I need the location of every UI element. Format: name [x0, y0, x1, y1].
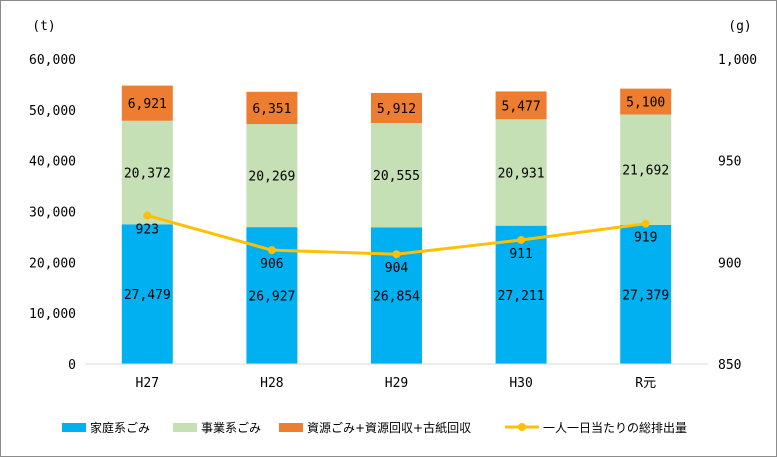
line-label-1: 906	[260, 257, 283, 272]
bar-0-4	[620, 224, 672, 364]
y-left-tick-4: 40,000	[29, 155, 76, 170]
y-left-unit: (t)	[32, 19, 55, 34]
y-right-tick-2: 950	[718, 155, 741, 170]
line-point-0	[143, 211, 152, 220]
bar-label-2-2: 5,912	[377, 102, 416, 117]
bar-2-1	[246, 91, 298, 125]
bar-1-0	[121, 120, 173, 225]
legend-label-3: 一人一日当たりの総排出量	[543, 421, 687, 435]
y-left-tick-5: 50,000	[29, 104, 76, 119]
legend-label-1: 事業系ごみ	[201, 420, 261, 435]
bar-1-1	[246, 124, 298, 228]
y-right-tick-3: 1,000	[718, 53, 757, 68]
legend-line-marker	[518, 423, 526, 431]
x-tick-3: H30	[509, 376, 532, 391]
x-tick-0: H27	[136, 376, 159, 391]
y-left-tick-2: 20,000	[29, 256, 76, 271]
legend-swatch-1	[173, 423, 197, 432]
line-label-0: 923	[136, 223, 159, 238]
legend-swatch-2	[279, 423, 303, 432]
labels-layer: 27,479 20,372 6,921 26,927 20,269 6,351 26,854…	[124, 96, 669, 305]
bar-1-4	[620, 114, 672, 225]
axes-layer: 0 10,000 20,000 30,000 40,000 50,000 60,000 850…	[29, 19, 757, 391]
line-layer	[143, 211, 650, 259]
y-left-tick-0: 0	[68, 358, 76, 373]
y-left-tick-6: 60,000	[29, 53, 76, 68]
line-point-2	[392, 250, 401, 259]
y-left-tick-1: 10,000	[29, 307, 76, 322]
bar-label-2-1: 6,351	[252, 102, 291, 117]
bar-label-2-0: 6,921	[128, 97, 167, 112]
y-right-tick-1: 900	[718, 256, 741, 271]
bar-label-1-3: 20,931	[498, 166, 545, 181]
bar-label-1-4: 21,692	[622, 164, 669, 179]
legend-label-2: 資源ごみ+資源回収+古紙回収	[307, 420, 471, 435]
bar-label-2-4: 5,100	[626, 96, 665, 111]
bar-1-2	[371, 123, 422, 228]
bars-layer	[121, 85, 672, 364]
bar-1-3	[495, 119, 547, 226]
bar-label-0-4: 27,379	[622, 288, 669, 303]
line-label-4: 919	[634, 231, 657, 246]
bar-2-4	[620, 88, 672, 115]
bar-label-0-3: 27,211	[498, 289, 545, 304]
y-right-tick-0: 850	[718, 358, 741, 373]
bar-label-0-0: 27,479	[124, 288, 171, 303]
bar-2-0	[121, 85, 173, 121]
bar-label-2-3: 5,477	[502, 99, 541, 114]
bar-label-0-1: 26,927	[248, 290, 295, 305]
bar-0-3	[495, 225, 547, 364]
bar-label-1-1: 20,269	[248, 170, 295, 185]
x-tick-1: H28	[260, 376, 283, 391]
line-point-1	[267, 246, 276, 255]
line-point-3	[517, 235, 526, 244]
line-label-2: 904	[385, 261, 409, 276]
line-point-4	[641, 219, 650, 228]
y-left-tick-3: 30,000	[29, 206, 76, 221]
bar-0-0	[121, 224, 173, 364]
legend-label-0: 家庭系ごみ	[90, 420, 150, 435]
y-right-unit: (g)	[728, 19, 751, 34]
x-tick-2: H29	[385, 376, 408, 391]
x-tick-4: R元	[635, 376, 656, 391]
bar-2-3	[495, 91, 547, 120]
bar-label-1-2: 20,555	[373, 169, 420, 184]
legend-layer: 家庭系ごみ 事業系ごみ 資源ごみ+資源回収+古紙回収 一人一日当たりの総排出量	[62, 420, 687, 435]
bar-label-0-2: 26,854	[373, 290, 420, 305]
bar-label-1-0: 20,372	[124, 167, 171, 182]
legend-swatch-0	[62, 423, 86, 432]
bar-2-2	[371, 92, 422, 124]
line-label-3: 911	[509, 247, 532, 262]
